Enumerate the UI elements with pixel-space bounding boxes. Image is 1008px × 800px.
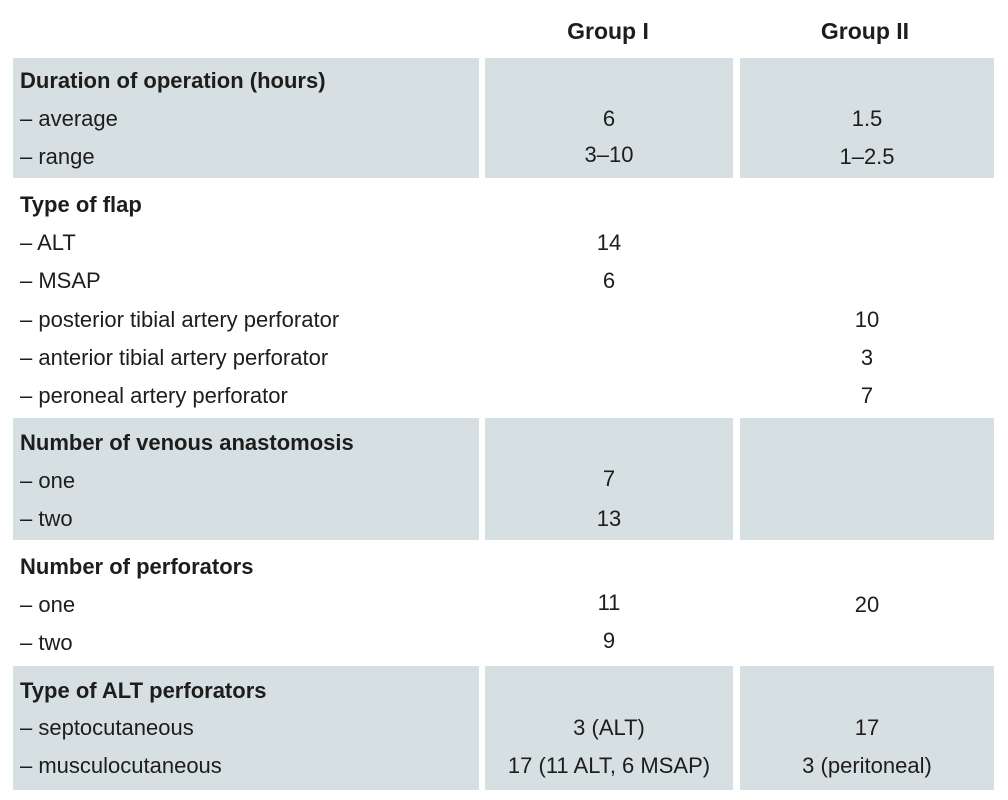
section-title: Number of venous anastomosis bbox=[20, 430, 354, 455]
row-value-group2: 3 bbox=[860, 345, 874, 370]
section-group2-cell bbox=[740, 666, 994, 790]
row-label: – septocutaneous bbox=[20, 715, 194, 740]
row-value-group2 bbox=[740, 500, 994, 538]
row-value-group2 bbox=[740, 624, 994, 662]
row-label: – two bbox=[20, 506, 73, 531]
section-label-cell bbox=[13, 58, 479, 178]
row-label: – one bbox=[20, 592, 76, 617]
row-value-group1 bbox=[485, 301, 733, 339]
section-alt-perforators: Type of ALT perforators – septocutaneous… bbox=[13, 666, 994, 790]
row-value-group2 bbox=[740, 460, 994, 498]
row-value-group2: 10 bbox=[854, 307, 880, 332]
section-group1-cell bbox=[485, 418, 733, 540]
row-value-group2: 20 bbox=[854, 592, 880, 617]
row-label: – one bbox=[20, 468, 76, 493]
row-value-group2: 1.5 bbox=[851, 106, 883, 131]
row-value-group1: 11 bbox=[597, 590, 621, 615]
section-title: Duration of operation (hours) bbox=[20, 68, 326, 93]
section-title: Type of ALT perforators bbox=[20, 678, 267, 703]
row-value-group2: 1–2.5 bbox=[839, 144, 895, 169]
row-value-group2: 3 (peritoneal) bbox=[802, 753, 932, 778]
row-value-group1: 13 bbox=[596, 506, 622, 531]
section-venous-anastomosis: Number of venous anastomosis – one 7 – t… bbox=[13, 418, 994, 540]
row-value-group1: 7 bbox=[602, 466, 616, 491]
section-label-cell bbox=[13, 418, 479, 540]
row-value-group2: 17 bbox=[854, 715, 880, 740]
row-label: – musculocutaneous bbox=[20, 753, 222, 778]
row-label: – anterior tibial artery perforator bbox=[20, 345, 329, 370]
section-group2-cell bbox=[740, 58, 994, 178]
comparison-table: Group I Group II Duration of operation (… bbox=[13, 0, 994, 800]
row-value-group2 bbox=[740, 262, 994, 300]
section-group2-cell bbox=[740, 418, 994, 540]
section-duration: Duration of operation (hours) – average … bbox=[13, 58, 994, 178]
row-label: – range bbox=[20, 144, 95, 169]
row-value-group1: 3–10 bbox=[584, 142, 634, 167]
row-value-group1: 17 (11 ALT, 6 MSAP) bbox=[507, 753, 711, 778]
table-header: Group I Group II bbox=[13, 0, 994, 56]
row-value-group1: 6 bbox=[602, 106, 616, 131]
row-value-group2: 7 bbox=[860, 383, 874, 408]
row-value-group1: 6 bbox=[602, 268, 616, 293]
row-label: – peroneal artery perforator bbox=[20, 383, 288, 408]
row-value-group1 bbox=[485, 339, 733, 377]
section-label-cell bbox=[13, 666, 479, 790]
section-group1-cell bbox=[485, 666, 733, 790]
section-group1-cell bbox=[485, 58, 733, 178]
row-value-group1: 14 bbox=[596, 230, 622, 255]
row-label: – average bbox=[20, 106, 118, 131]
row-label: – two bbox=[20, 630, 73, 655]
row-label: – MSAP bbox=[20, 268, 101, 293]
row-label: – posterior tibial artery perforator bbox=[20, 307, 340, 332]
row-value-group1: 3 (ALT) bbox=[573, 715, 645, 740]
row-value-group1: 9 bbox=[602, 628, 616, 653]
row-label: – ALT bbox=[20, 230, 76, 255]
column-header-group-1: Group I bbox=[567, 18, 649, 44]
column-header-group-2: Group II bbox=[820, 18, 910, 44]
section-flap-type: Type of flap – ALT 14 – MSAP 6 – posteri… bbox=[13, 182, 994, 414]
section-title: Number of perforators bbox=[20, 554, 254, 579]
row-value-group2 bbox=[740, 224, 994, 262]
section-perforators: Number of perforators – one 11 20 – two … bbox=[13, 544, 994, 662]
row-value-group1 bbox=[485, 377, 733, 415]
section-title: Type of flap bbox=[20, 192, 142, 217]
